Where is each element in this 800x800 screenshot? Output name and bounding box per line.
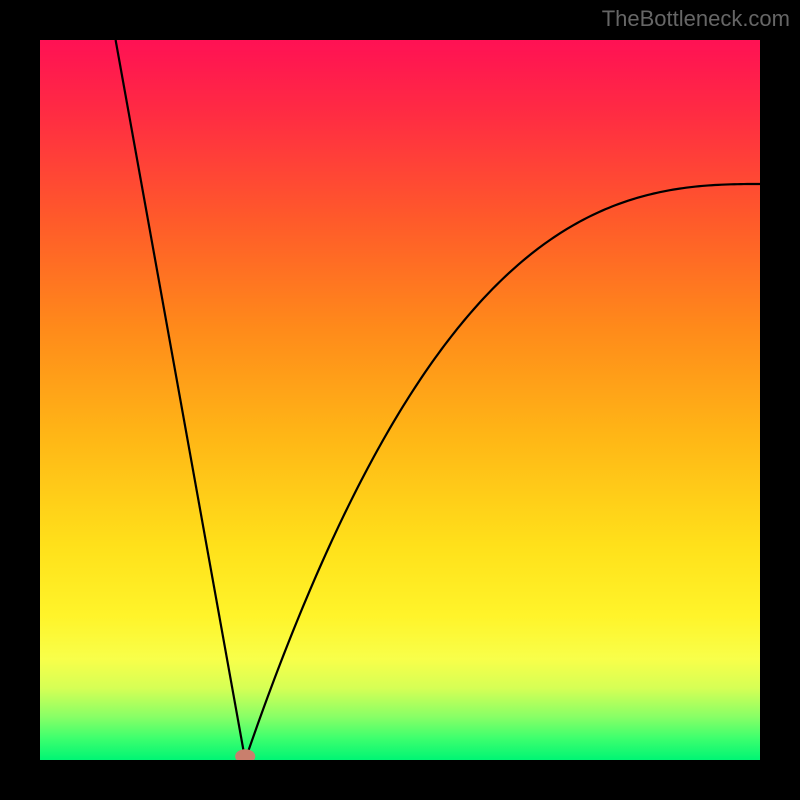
bottleneck-curve <box>116 40 760 760</box>
plot-area <box>40 40 760 760</box>
chart-container: TheBottleneck.com <box>0 0 800 800</box>
curve-svg <box>40 40 760 760</box>
watermark-text: TheBottleneck.com <box>602 6 790 32</box>
min-marker <box>235 749 255 760</box>
